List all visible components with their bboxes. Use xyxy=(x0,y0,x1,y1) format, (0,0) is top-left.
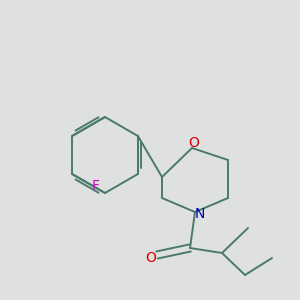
Text: O: O xyxy=(188,136,199,150)
Text: O: O xyxy=(145,251,156,265)
Text: F: F xyxy=(92,178,100,193)
Text: N: N xyxy=(194,206,205,220)
